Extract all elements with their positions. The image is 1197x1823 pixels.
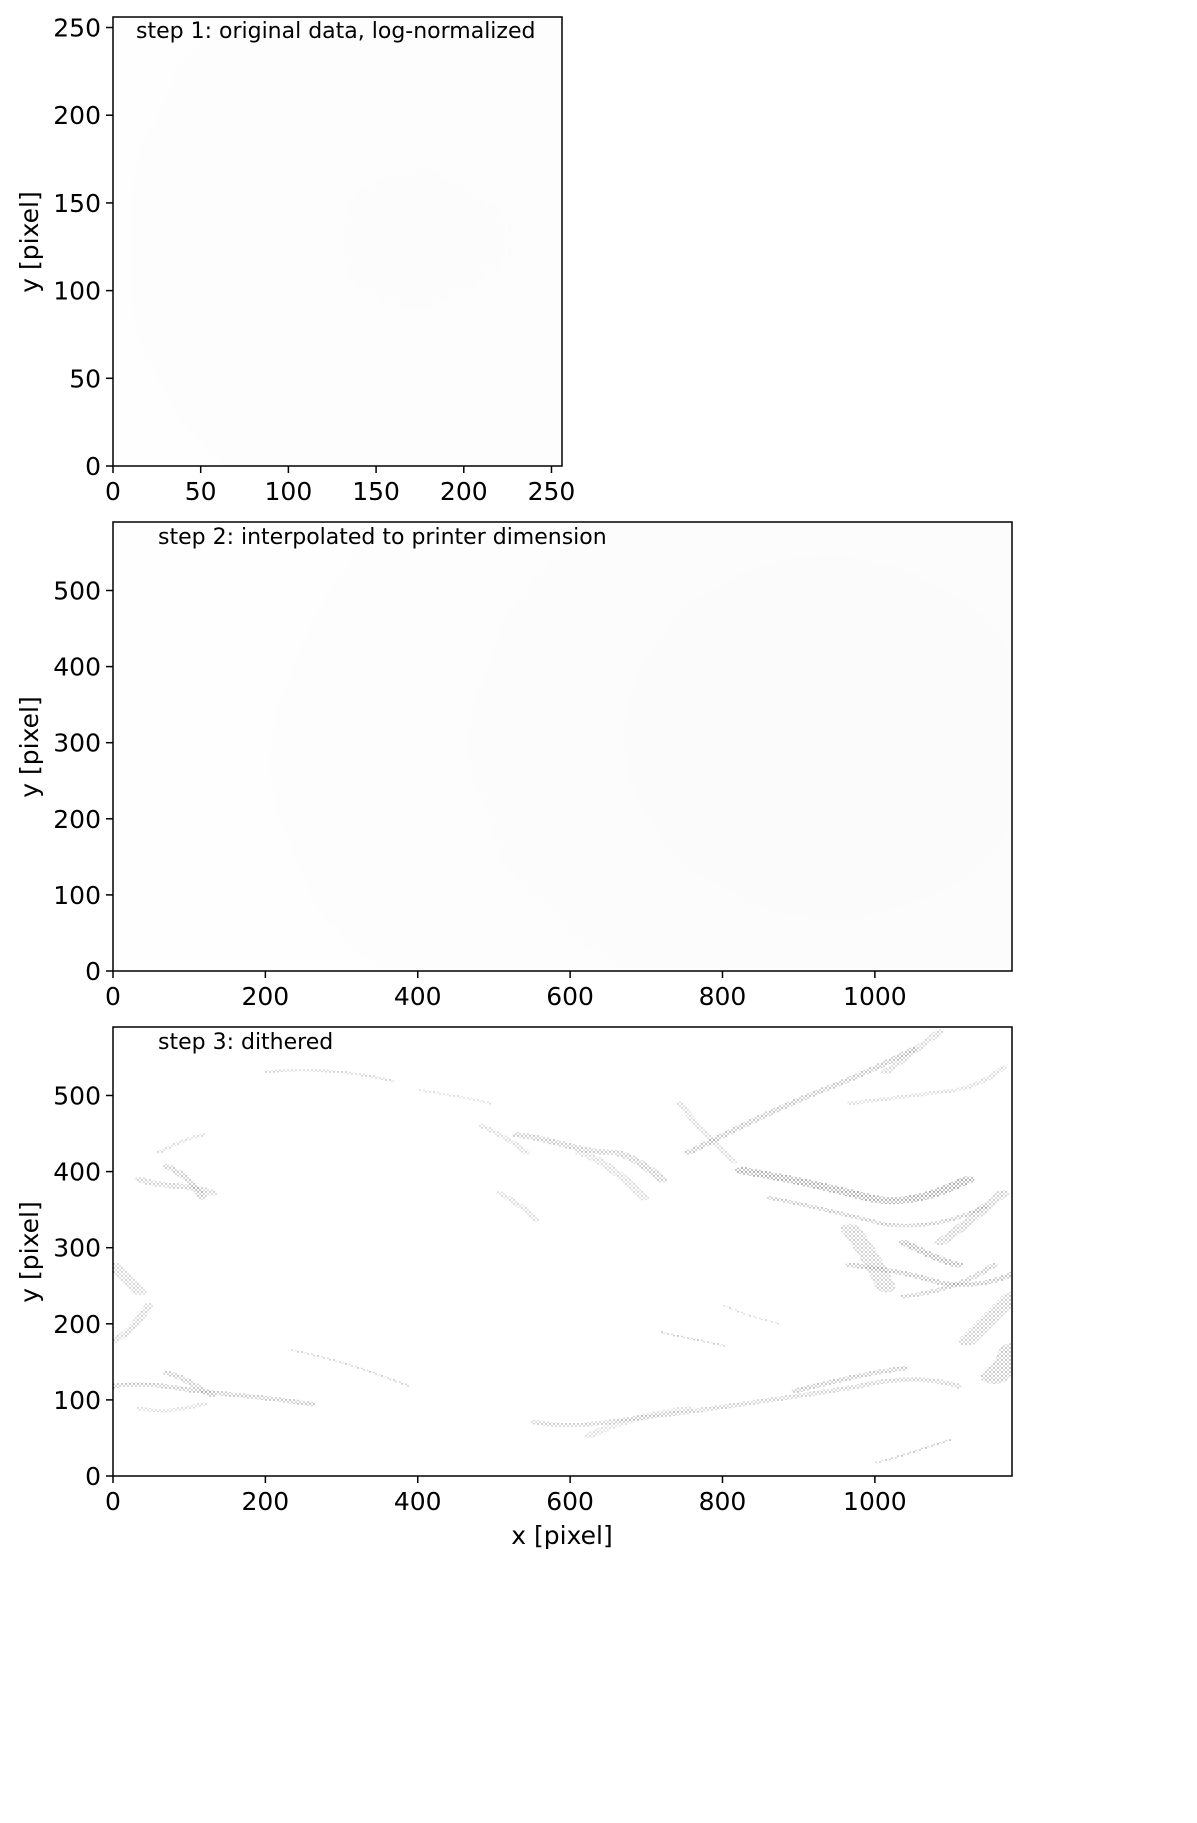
y-tick-label-2-2: 200 <box>53 805 101 834</box>
y-tick-label-3-5: 500 <box>53 1081 101 1110</box>
panel-step-1: step 1: original data, log-normalized 0 5… <box>15 14 575 506</box>
y-tick-label-2-0: 0 <box>85 957 101 986</box>
y-tick-label-1-1: 50 <box>69 364 101 393</box>
image-step-2 <box>113 522 1012 971</box>
panel-step-3: step 3: dithered 0 200 400 600 800 1000 0 100 20… <box>15 1026 1013 1550</box>
y-tick-label-3-4: 400 <box>53 1158 101 1187</box>
y-tick-label-2-3: 300 <box>53 729 101 758</box>
x-tick-label-2-0: 0 <box>105 982 121 1011</box>
ticks-panel-3: 0 200 400 600 800 1000 0 100 200 300 400 500 <box>53 1081 906 1516</box>
x-tick-label-1-4: 200 <box>440 477 488 506</box>
x-tick-label-3-5: 1000 <box>843 1487 907 1516</box>
y-tick-label-2-5: 500 <box>53 576 101 605</box>
y-axis-label-3: y [pixel] <box>15 1201 44 1302</box>
x-tick-label-2-3: 600 <box>546 982 594 1011</box>
image-step-1 <box>113 17 562 466</box>
y-tick-label-3-2: 200 <box>53 1310 101 1339</box>
x-tick-label-3-1: 200 <box>242 1487 290 1516</box>
y-tick-label-1-5: 250 <box>53 14 101 43</box>
x-tick-label-3-2: 400 <box>394 1487 442 1516</box>
panel-title-2: step 2: interpolated to printer dimensio… <box>158 525 607 550</box>
x-tick-label-1-0: 0 <box>105 477 121 506</box>
ticks-panel-2: 0 200 400 600 800 1000 0 100 200 300 400 500 <box>53 576 906 1011</box>
x-tick-label-1-5: 250 <box>528 477 576 506</box>
y-tick-label-1-4: 200 <box>53 101 101 130</box>
x-tick-label-2-1: 200 <box>242 982 290 1011</box>
axes-frame-1 <box>112 16 563 467</box>
axes-frame-3 <box>112 1026 1013 1477</box>
x-tick-label-3-3: 600 <box>546 1487 594 1516</box>
panel-title-1: step 1: original data, log-normalized <box>136 19 535 44</box>
y-tick-label-1-2: 100 <box>53 277 101 306</box>
x-tick-label-1-1: 50 <box>185 477 217 506</box>
y-tick-label-3-3: 300 <box>53 1234 101 1263</box>
x-tick-label-3-4: 800 <box>699 1487 747 1516</box>
y-tick-label-3-0: 0 <box>85 1462 101 1491</box>
x-tick-label-2-4: 800 <box>699 982 747 1011</box>
axes-frame-2 <box>112 521 1013 972</box>
y-axis-label-1: y [pixel] <box>15 191 44 292</box>
x-tick-label-1-3: 150 <box>352 477 400 506</box>
x-tick-label-2-5: 1000 <box>843 982 907 1011</box>
x-tick-label-3-0: 0 <box>105 1487 121 1516</box>
x-tick-label-1-2: 100 <box>265 477 313 506</box>
ticks-panel-1: 0 50 100 150 200 250 0 50 100 150 200 250 <box>53 14 575 506</box>
y-tick-label-2-1: 100 <box>53 881 101 910</box>
y-tick-label-1-0: 0 <box>85 452 101 481</box>
panel-step-2: step 2: interpolated to printer dimensio… <box>15 521 1013 1011</box>
panel-title-3: step 3: dithered <box>158 1030 333 1055</box>
dithered-texture <box>113 1027 1012 1476</box>
y-tick-label-3-1: 100 <box>53 1386 101 1415</box>
y-tick-label-2-4: 400 <box>53 653 101 682</box>
y-axis-label-2: y [pixel] <box>15 696 44 797</box>
y-tick-label-1-3: 150 <box>53 189 101 218</box>
x-tick-label-2-2: 400 <box>394 982 442 1011</box>
x-axis-label-3: x [pixel] <box>511 1521 612 1550</box>
